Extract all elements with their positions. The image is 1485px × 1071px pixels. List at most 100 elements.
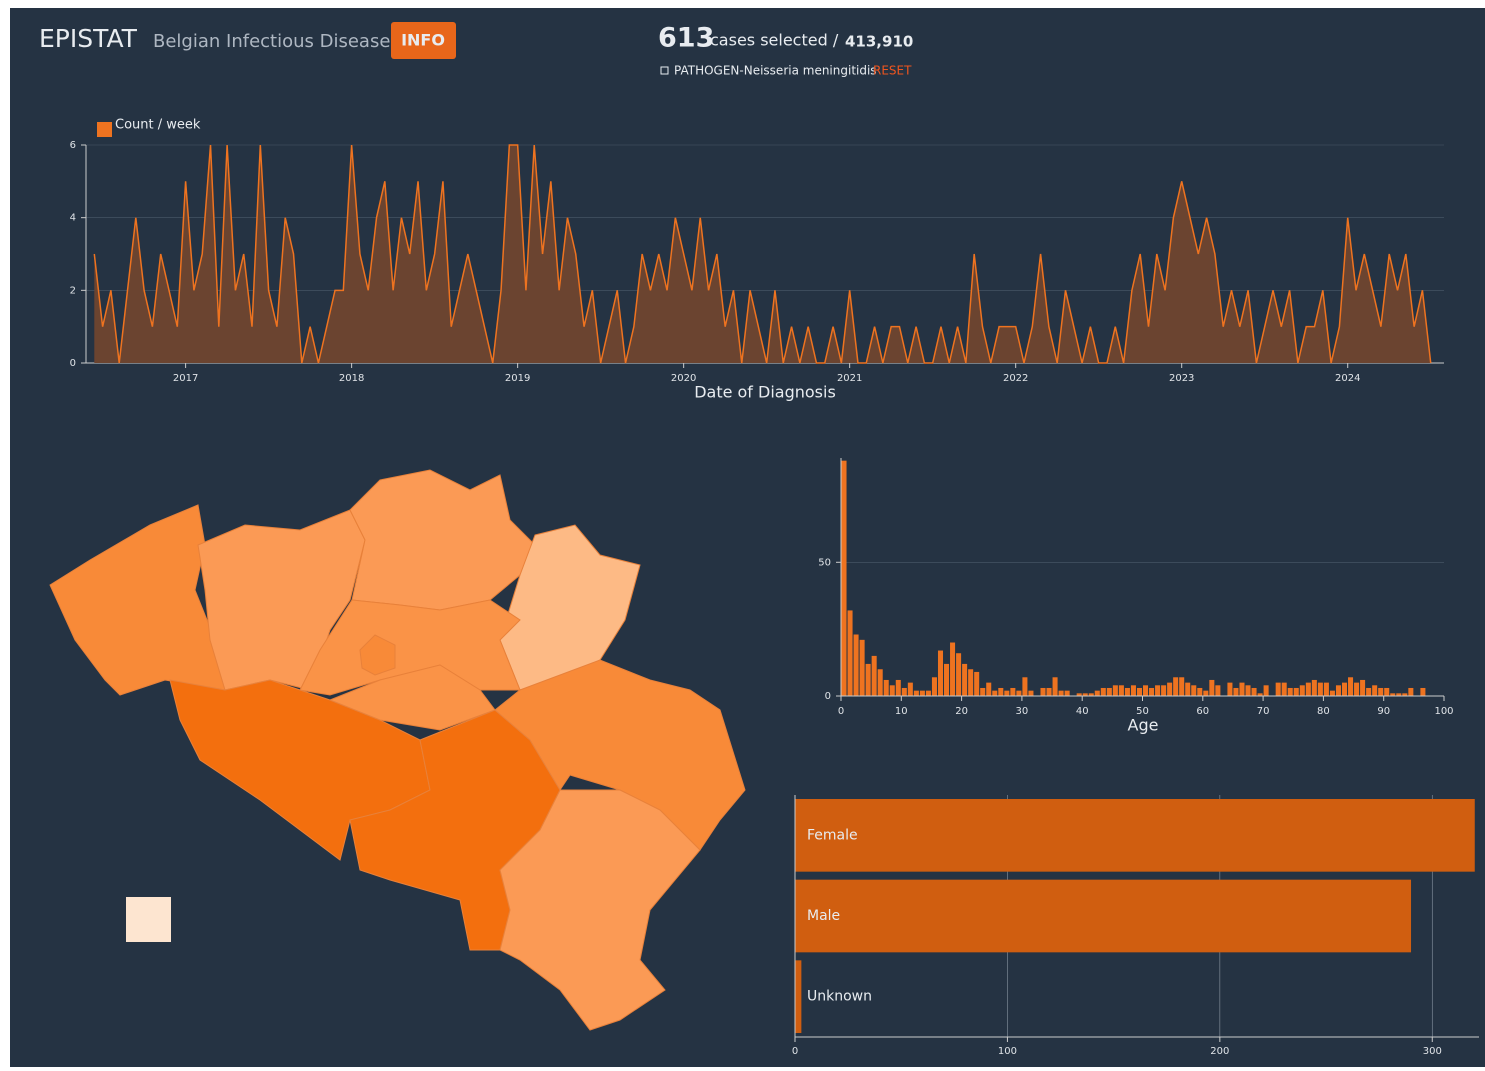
histogram-bar bbox=[1028, 690, 1034, 696]
histogram-bar bbox=[1076, 693, 1082, 696]
x-tick-label: 2019 bbox=[505, 373, 530, 384]
histogram-bar bbox=[1203, 690, 1209, 696]
x-tick-label: 80 bbox=[1317, 706, 1330, 717]
x-tick-label: 2017 bbox=[173, 373, 198, 384]
app-title: EPISTAT bbox=[39, 24, 138, 53]
filter-checkbox[interactable] bbox=[660, 66, 669, 75]
histogram-bar bbox=[1408, 687, 1414, 696]
histogram-bar bbox=[956, 653, 962, 696]
reset-link[interactable]: RESET bbox=[873, 64, 912, 78]
histogram-bar bbox=[1287, 687, 1293, 696]
histogram-bar bbox=[1215, 685, 1221, 696]
histogram-bar bbox=[980, 687, 986, 696]
province bbox=[328, 664, 496, 731]
histogram-bar bbox=[1305, 682, 1311, 696]
histogram-bar bbox=[925, 690, 931, 696]
histogram-bar bbox=[1293, 687, 1299, 696]
x-tick-label: 2020 bbox=[671, 373, 696, 384]
x-tick-label: 70 bbox=[1257, 706, 1270, 717]
x-tick-label: 2021 bbox=[837, 373, 862, 384]
histogram-bar bbox=[1016, 690, 1022, 696]
histogram-bar bbox=[1022, 677, 1028, 696]
y-tick-label: 50 bbox=[818, 557, 831, 568]
histogram-bar bbox=[901, 687, 907, 696]
histogram-bar bbox=[1143, 685, 1149, 696]
histogram-bar bbox=[1366, 687, 1372, 696]
histogram-bar bbox=[1420, 687, 1426, 696]
province bbox=[499, 789, 701, 1031]
histogram-bar bbox=[1010, 687, 1016, 696]
histogram-bar bbox=[1058, 690, 1064, 696]
histogram-bar bbox=[1040, 687, 1046, 696]
histogram-bar bbox=[913, 690, 919, 696]
x-tick-label: 200 bbox=[1210, 1046, 1229, 1057]
y-tick-label: 0 bbox=[70, 358, 76, 369]
histogram-bar bbox=[1257, 693, 1263, 696]
histogram-bar bbox=[1233, 687, 1239, 696]
histogram-bar bbox=[1094, 690, 1100, 696]
x-tick-label: 100 bbox=[998, 1046, 1017, 1057]
histogram-bar bbox=[1299, 685, 1305, 696]
x-tick-label: 100 bbox=[1434, 706, 1453, 717]
info-button[interactable] bbox=[391, 22, 456, 59]
x-tick-label: 0 bbox=[838, 706, 844, 717]
histogram-bar bbox=[1167, 682, 1173, 696]
histogram-bar bbox=[1112, 685, 1118, 696]
bar bbox=[795, 960, 802, 1033]
y-tick-label: 6 bbox=[70, 140, 76, 151]
histogram-bar bbox=[1390, 693, 1396, 696]
histogram-bar bbox=[1149, 687, 1155, 696]
filter-label: PATHOGEN-Neisseria meningitidis bbox=[674, 64, 877, 78]
histogram-bar bbox=[1378, 687, 1384, 696]
province bbox=[494, 659, 746, 851]
histogram-bar bbox=[974, 671, 980, 696]
histogram-bar bbox=[1329, 690, 1335, 696]
histogram-bar bbox=[1136, 687, 1142, 696]
histogram-bar bbox=[1052, 677, 1058, 696]
x-tick-label: 50 bbox=[1136, 706, 1149, 717]
app-subtitle: Belgian Infectious Diseases bbox=[153, 31, 400, 52]
histogram-bar bbox=[1311, 679, 1317, 696]
histogram-bar bbox=[944, 663, 950, 696]
histogram-bar bbox=[883, 679, 889, 696]
histogram-bar bbox=[962, 663, 968, 696]
histogram-bar bbox=[871, 655, 877, 696]
total-count: 413,910 bbox=[845, 33, 913, 51]
histogram-bar bbox=[1130, 685, 1136, 696]
histogram-bar bbox=[1341, 682, 1348, 696]
y-tick-label: 4 bbox=[70, 213, 76, 224]
histogram-bar bbox=[1124, 687, 1130, 696]
histogram-bar bbox=[1317, 682, 1323, 696]
histogram-bar bbox=[1155, 685, 1161, 696]
map bbox=[49, 469, 746, 1031]
histogram-bar bbox=[998, 687, 1004, 696]
histogram-bar bbox=[1354, 682, 1360, 696]
legend-label: Count / week bbox=[115, 118, 201, 133]
histogram-bar bbox=[1396, 693, 1402, 696]
x-tick-label: 90 bbox=[1377, 706, 1390, 717]
x-tick-label: 10 bbox=[895, 706, 908, 717]
histogram-bar bbox=[992, 690, 998, 696]
histogram-bar bbox=[1064, 690, 1070, 696]
y-tick-label: 2 bbox=[70, 285, 76, 296]
province bbox=[359, 634, 396, 676]
histogram-bar bbox=[919, 690, 925, 696]
bar-label: Unknown bbox=[807, 989, 872, 1005]
x-tick-label: 60 bbox=[1196, 706, 1209, 717]
histogram-bar bbox=[841, 460, 847, 696]
histogram-bar bbox=[1335, 685, 1341, 696]
histogram-bar bbox=[1082, 693, 1088, 696]
histogram-bar bbox=[1088, 693, 1094, 696]
bar bbox=[795, 799, 1475, 872]
x-tick-label: 300 bbox=[1423, 1046, 1442, 1057]
histogram-bar bbox=[1275, 682, 1281, 696]
histogram-bar bbox=[937, 650, 944, 696]
histogram-bar bbox=[877, 669, 883, 696]
histogram-bar bbox=[1046, 687, 1052, 696]
histogram-bar bbox=[865, 663, 871, 696]
x-tick-label: 30 bbox=[1016, 706, 1029, 717]
histogram-bar bbox=[1263, 685, 1269, 696]
bar bbox=[795, 879, 1412, 953]
area bbox=[94, 145, 1431, 363]
info-label[interactable]: INFO bbox=[401, 31, 445, 50]
